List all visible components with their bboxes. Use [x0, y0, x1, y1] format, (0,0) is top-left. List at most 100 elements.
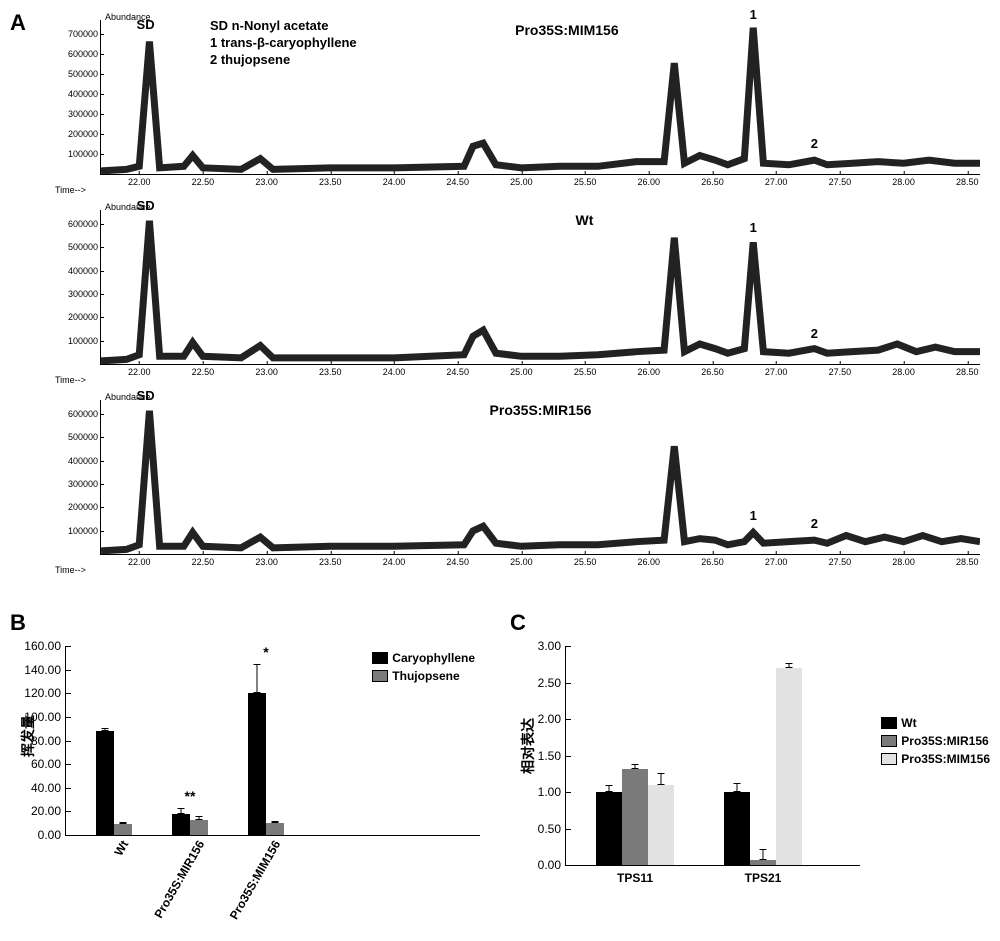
- time-label: Time-->: [55, 185, 86, 195]
- bar: [648, 785, 674, 865]
- legend-label: Pro35S:MIR156: [901, 734, 988, 748]
- chrom-trace: [101, 400, 980, 554]
- chromatogram: AbundanceTime-->100000200000300000400000…: [50, 10, 990, 200]
- x-tick: 25.00: [510, 554, 533, 567]
- x-tick: 26.50: [701, 174, 724, 187]
- y-tick: 400000: [68, 456, 101, 466]
- chrom-title: Pro35S:MIM156: [515, 22, 618, 38]
- bar-chart-b: 挥发量 0.0020.0040.0060.0080.00100.00120.00…: [10, 636, 490, 916]
- y-tick: 120.00: [24, 686, 66, 700]
- x-tick: 27.00: [765, 364, 788, 377]
- y-tick: 200000: [68, 502, 101, 512]
- x-tick: 26.00: [638, 364, 661, 377]
- bar: [190, 820, 208, 835]
- legend-c: Wt Pro35S:MIR156 Pro35S:MIM156: [881, 716, 990, 770]
- error-bar: [789, 663, 790, 668]
- x-tick: 22.50: [192, 364, 215, 377]
- legend-label: Pro35S:MIM156: [901, 752, 990, 766]
- chromatogram: AbundanceTime-->100000200000300000400000…: [50, 200, 990, 390]
- chrom-plot: 10000020000030000040000050000060000022.0…: [100, 210, 980, 365]
- y-tick: 300000: [68, 289, 101, 299]
- y-tick: 300000: [68, 479, 101, 489]
- panel-c-ylabel: 相对表达: [518, 718, 538, 774]
- bar: [776, 668, 802, 865]
- y-tick: 20.00: [31, 804, 66, 818]
- figure: A AbundanceTime-->1000002000003000004000…: [10, 10, 990, 916]
- y-tick: 140.00: [24, 663, 66, 677]
- chrom-title: Pro35S:MIR156: [490, 402, 592, 418]
- x-tick: 27.00: [765, 174, 788, 187]
- x-tick: 23.50: [319, 554, 342, 567]
- legend-item: Thujopsene: [372, 669, 475, 683]
- bar: [114, 824, 132, 835]
- y-tick: 500000: [68, 69, 101, 79]
- x-tick: 28.50: [956, 554, 979, 567]
- legend-b: Caryophyllene Thujopsene: [372, 651, 475, 687]
- error-bar: [181, 808, 182, 814]
- peak-label: SD: [137, 198, 155, 213]
- time-label: Time-->: [55, 375, 86, 385]
- y-tick: 2.50: [538, 676, 566, 690]
- x-category: Wt: [106, 835, 131, 858]
- peak-label: 2: [811, 136, 818, 151]
- y-tick: 100000: [68, 336, 101, 346]
- y-tick: 80.00: [31, 734, 66, 748]
- x-category: Pro35S:MIM156: [222, 835, 284, 922]
- x-tick: 24.00: [383, 364, 406, 377]
- y-tick: 1.50: [538, 749, 566, 763]
- y-tick: 200000: [68, 312, 101, 322]
- x-tick: 23.00: [255, 364, 278, 377]
- y-tick: 400000: [68, 89, 101, 99]
- y-tick: 0.00: [38, 828, 66, 842]
- y-tick: 600000: [68, 49, 101, 59]
- y-tick: 600000: [68, 219, 101, 229]
- x-tick: 22.00: [128, 364, 151, 377]
- bar: [172, 814, 190, 835]
- peak-label: SD: [137, 17, 155, 32]
- y-tick: 700000: [68, 29, 101, 39]
- y-tick: 0.00: [538, 858, 566, 872]
- x-tick: 27.50: [829, 364, 852, 377]
- y-tick: 300000: [68, 109, 101, 119]
- x-tick: 27.50: [829, 554, 852, 567]
- error-bar: [257, 664, 258, 694]
- x-tick: 26.00: [638, 174, 661, 187]
- x-tick: 22.50: [192, 174, 215, 187]
- x-tick: 28.00: [892, 554, 915, 567]
- y-tick: 500000: [68, 432, 101, 442]
- legend-item: Caryophyllene: [372, 651, 475, 665]
- y-tick: 600000: [68, 409, 101, 419]
- legend-swatch: [372, 670, 388, 682]
- peak-label: 1: [750, 508, 757, 523]
- x-tick: 28.50: [956, 364, 979, 377]
- x-tick: 28.00: [892, 364, 915, 377]
- x-tick: 23.50: [319, 174, 342, 187]
- x-category: TPS21: [745, 865, 782, 885]
- panel-a-label: A: [10, 10, 26, 36]
- y-tick: 400000: [68, 266, 101, 276]
- bar-chart-c: 相对表达 0.000.501.001.502.002.503.00TPS11TP…: [510, 636, 990, 916]
- x-tick: 22.00: [128, 554, 151, 567]
- bar: [96, 731, 114, 835]
- bottom-row: B 挥发量 0.0020.0040.0060.0080.00100.00120.…: [10, 610, 990, 916]
- panel-a: A AbundanceTime-->1000002000003000004000…: [10, 10, 990, 580]
- y-tick: 2.00: [538, 712, 566, 726]
- panel-c: C 相对表达 0.000.501.001.502.002.503.00TPS11…: [510, 610, 990, 916]
- x-tick: 28.00: [892, 174, 915, 187]
- x-tick: 25.00: [510, 174, 533, 187]
- x-tick: 25.50: [574, 554, 597, 567]
- legend-item: Wt: [881, 716, 990, 730]
- error-bar: [105, 728, 106, 732]
- y-tick: 3.00: [538, 639, 566, 653]
- error-bar: [199, 816, 200, 820]
- x-tick: 25.50: [574, 174, 597, 187]
- x-category: Pro35S:MIR156: [146, 835, 207, 921]
- x-tick: 22.50: [192, 554, 215, 567]
- peak-label: 1: [750, 220, 757, 235]
- legend-label: Caryophyllene: [392, 651, 475, 665]
- error-bar: [763, 849, 764, 860]
- peak-label: 2: [811, 326, 818, 341]
- significance-marker: **: [185, 788, 196, 804]
- x-tick: 26.00: [638, 554, 661, 567]
- y-tick: 100000: [68, 149, 101, 159]
